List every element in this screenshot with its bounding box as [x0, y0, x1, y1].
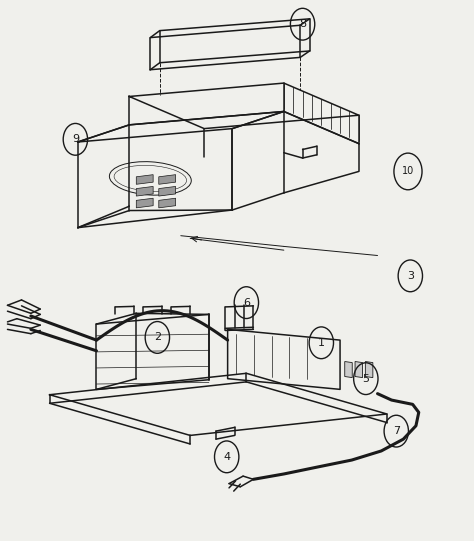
Text: 8: 8	[299, 19, 306, 29]
Text: 3: 3	[407, 271, 414, 281]
Polygon shape	[365, 361, 373, 378]
Text: 2: 2	[154, 332, 161, 342]
Text: 6: 6	[243, 298, 250, 308]
Text: 9: 9	[72, 134, 79, 144]
Text: 7: 7	[392, 426, 400, 436]
Text: 10: 10	[402, 167, 414, 176]
Polygon shape	[159, 187, 176, 196]
Polygon shape	[159, 198, 176, 208]
Polygon shape	[345, 361, 352, 378]
Polygon shape	[355, 361, 363, 378]
Polygon shape	[137, 198, 153, 208]
Text: 4: 4	[223, 452, 230, 462]
Polygon shape	[137, 187, 153, 196]
Polygon shape	[159, 175, 176, 184]
Polygon shape	[137, 175, 153, 184]
Text: 5: 5	[362, 374, 369, 384]
Text: 1: 1	[318, 338, 325, 348]
